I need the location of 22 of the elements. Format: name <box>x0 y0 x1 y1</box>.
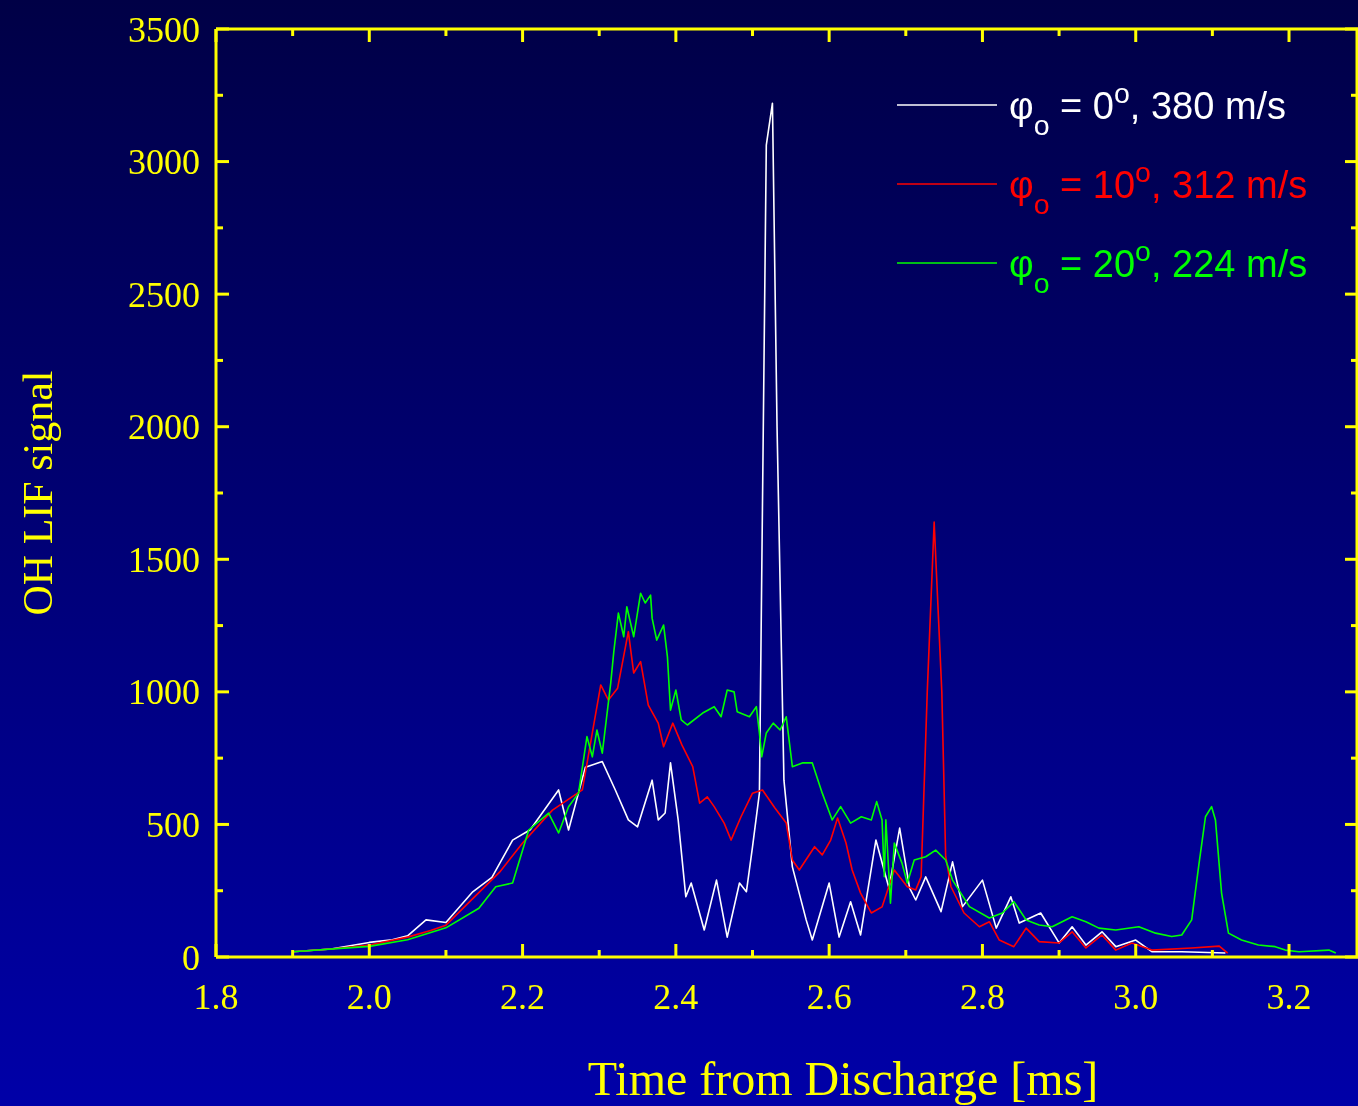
x-tick-label: 3.2 <box>1266 977 1312 1017</box>
legend-label: φ$_{o}$ = 20$^{o}$, 224 m/s <box>1009 235 1308 299</box>
y-tick-label: 2500 <box>128 274 200 315</box>
y-tick-label: 1500 <box>128 539 200 580</box>
x-tick-label: 1.8 <box>193 977 239 1017</box>
x-tick-label: 2.0 <box>346 977 392 1017</box>
line-series <box>291 592 1337 954</box>
y-tick-label: 3500 <box>128 9 200 50</box>
x-tick-label: 2.6 <box>806 977 852 1017</box>
x-tick-label: 2.4 <box>653 977 699 1017</box>
legend-label: φ$_{o}$ = 0$^{o}$, 380 m/s <box>1009 77 1287 141</box>
y-tick-label: 1000 <box>128 672 200 713</box>
y-tick-label: 2000 <box>128 407 200 448</box>
legend-label: φ$_{o}$ = 10$^{o}$, 312 m/s <box>1009 156 1308 220</box>
x-axis-title: Time from Discharge [ms] <box>587 1052 1099 1105</box>
x-tick-label: 3.0 <box>1113 977 1159 1017</box>
y-tick-label: 500 <box>146 805 200 846</box>
y-tick-label: 3000 <box>128 142 200 183</box>
x-tick-label: 2.2 <box>500 977 546 1017</box>
y-axis-title: OH LIF signal <box>15 370 61 616</box>
x-tick-label: 2.8 <box>959 977 1005 1017</box>
y-tick-label: 0 <box>182 937 200 978</box>
